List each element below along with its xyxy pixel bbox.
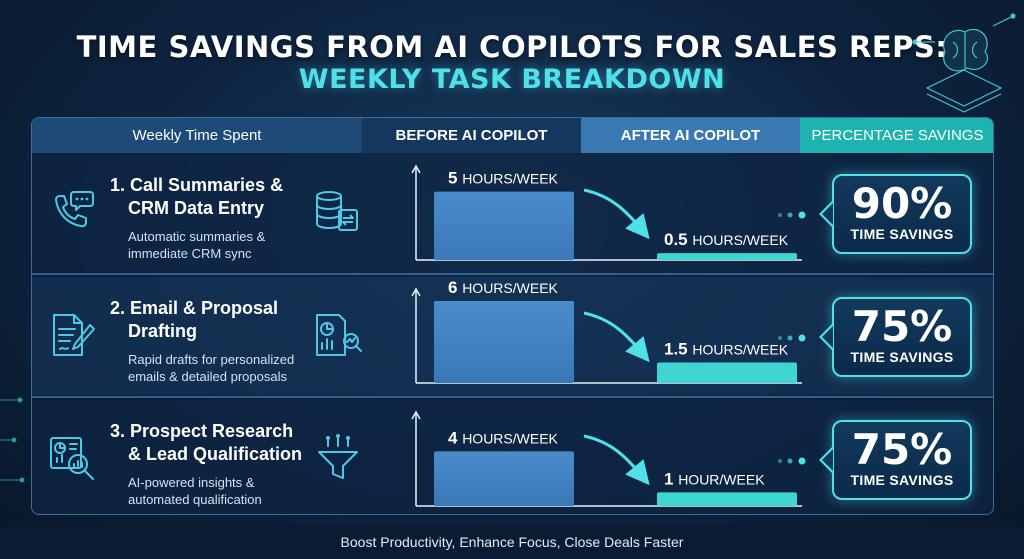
reduction-arrow [583, 311, 650, 363]
connector-dots-icon [778, 457, 806, 465]
table-row: 3. Prospect Research & Lead Qualificatio… [32, 400, 993, 514]
y-axis-arrow [411, 410, 421, 420]
task-title-line1: 3. Prospect Research [110, 421, 294, 441]
table-row: 1. Call Summaries & CRM Data Entry Autom… [32, 154, 993, 272]
before-value-label: 4 HOURS/WEEK [448, 428, 559, 447]
after-unit: HOURS/WEEK [692, 342, 788, 358]
header-after: AFTER AI COPILOT [581, 118, 800, 153]
y-axis-arrow [411, 164, 421, 174]
ai-brain-icon [912, 13, 1016, 113]
savings-label: TIME SAVINGS [850, 226, 954, 242]
savings-percent: 75% [851, 302, 953, 351]
task-description: AI-powered insights & automated qualific… [128, 474, 338, 508]
reduction-arrow [583, 188, 650, 240]
funnel-icon [318, 434, 358, 479]
before-value-label: 5 HOURS/WEEK [448, 169, 559, 188]
before-bar [434, 191, 574, 260]
task-desc-line2: emails & detailed proposals [128, 369, 287, 384]
task-description: Automatic summaries & immediate CRM sync [128, 228, 338, 262]
after-value: 0.5 [664, 230, 692, 249]
before-unit: HOURS/WEEK [462, 171, 558, 187]
header-before: BEFORE AI COPILOT [362, 118, 581, 153]
task-title-line2: CRM Data Entry [128, 198, 265, 218]
savings-percent: 75% [851, 425, 953, 474]
task-title-line1: 2. Email & Proposal [110, 298, 279, 318]
savings-label: TIME SAVINGS [850, 349, 954, 365]
before-value: 4 [448, 428, 462, 447]
reduction-arrow [583, 434, 650, 486]
task-title: 3. Prospect Research & Lead Qualificatio… [110, 420, 330, 466]
page-subtitle: WEEKLY TASK BREAKDOWN [298, 64, 726, 95]
circuit-decoration-icon [0, 397, 25, 483]
task-title-line1: 1. Call Summaries & [110, 175, 284, 195]
badge-pointer-inner [822, 203, 833, 225]
magnifier-chart-icon [50, 437, 94, 480]
task-desc-line1: AI-powered insights & [128, 475, 255, 490]
after-unit: HOUR/WEEK [678, 471, 765, 487]
before-bar [434, 451, 574, 506]
connector-dots-icon [778, 334, 806, 342]
before-unit: HOURS/WEEK [462, 430, 558, 446]
row-divider [32, 273, 993, 275]
savings-percent: 90% [851, 179, 953, 228]
database-sync-icon [316, 191, 358, 231]
row-divider [32, 396, 993, 398]
time-bar-chart: 4 HOURS/WEEK 1 HOUR/WEEK [411, 410, 802, 507]
table-row: 2. Email & Proposal Drafting Rapid draft… [32, 277, 993, 395]
task-desc-line1: Automatic summaries & [128, 229, 266, 244]
y-axis-arrow [411, 287, 421, 297]
badge-pointer-inner [822, 326, 833, 348]
after-bar [657, 492, 797, 506]
before-value-label: 6 HOURS/WEEK [448, 278, 559, 297]
phone-chat-icon [55, 191, 94, 228]
after-value-label: 1.5 HOURS/WEEK [664, 340, 789, 359]
task-desc-line1: Rapid drafts for personalized [128, 352, 295, 367]
task-desc-line2: immediate CRM sync [128, 246, 252, 261]
savings-badge: 75% TIME SAVINGS [832, 297, 972, 377]
task-title-line2: Drafting [128, 321, 197, 341]
before-unit: HOURS/WEEK [462, 280, 558, 296]
task-title: 2. Email & Proposal Drafting [110, 297, 330, 343]
before-bar [434, 301, 574, 383]
footer-tagline: Boost Productivity, Enhance Focus, Close… [0, 526, 1024, 559]
after-value: 1 [664, 469, 678, 488]
task-desc-line2: automated qualification [128, 492, 262, 507]
after-bar [657, 253, 797, 260]
savings-badge: 75% TIME SAVINGS [832, 420, 972, 500]
task-title-line2: & Lead Qualification [128, 444, 303, 464]
before-value: 5 [448, 169, 462, 188]
page-title: TIME SAVINGS FROM AI COPILOTS FOR SALES … [76, 30, 948, 64]
after-bar [657, 362, 797, 383]
header-savings: PERCENTAGE SAVINGS [800, 118, 993, 153]
report-chart-icon [316, 314, 362, 356]
header-task: Weekly Time Spent [32, 118, 362, 153]
connector-dots-icon [778, 211, 806, 219]
after-unit: HOURS/WEEK [692, 232, 788, 248]
after-value: 1.5 [664, 340, 692, 359]
badge-pointer-inner [822, 449, 833, 471]
before-value: 6 [448, 278, 462, 297]
after-value-label: 0.5 HOURS/WEEK [664, 230, 789, 249]
savings-label: TIME SAVINGS [850, 472, 954, 488]
document-pen-icon [53, 314, 95, 356]
after-value-label: 1 HOUR/WEEK [664, 469, 765, 488]
savings-badge: 90% TIME SAVINGS [832, 174, 972, 254]
task-description: Rapid drafts for personalized emails & d… [128, 351, 338, 385]
task-title: 1. Call Summaries & CRM Data Entry [110, 174, 330, 220]
comparison-table: Weekly Time Spent BEFORE AI COPILOT AFTE… [31, 117, 994, 515]
